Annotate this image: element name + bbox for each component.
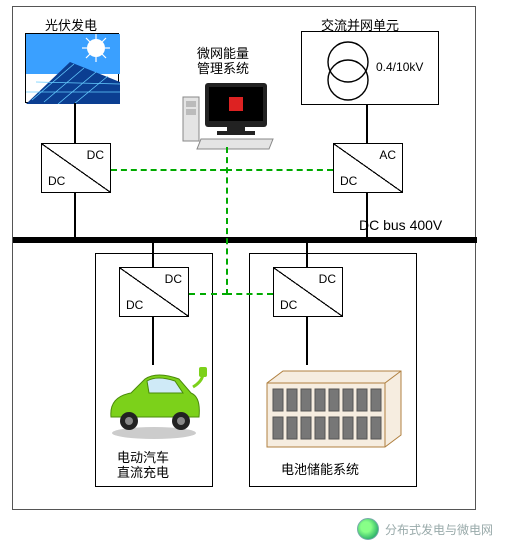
bess-title: 电池储能系统 — [281, 459, 359, 478]
grid-wire-1 — [366, 105, 368, 143]
ev-conv-out: DC — [165, 272, 182, 286]
pv-title: 光伏发电 — [45, 15, 97, 34]
dc-bus-label: DC bus 400V — [359, 217, 442, 233]
grid-wire-2 — [366, 193, 368, 237]
pv-conv-in: DC — [48, 174, 65, 188]
bess-wire-2 — [306, 317, 308, 365]
ems-title: 微网能量 管理系统 — [197, 47, 249, 77]
solar-panel-icon — [26, 34, 120, 104]
ev-title: 电动汽车 直流充电 — [117, 451, 169, 481]
grid-conv-out: AC — [379, 148, 396, 162]
bess-conv-out: DC — [319, 272, 336, 286]
grid-box: 0.4/10kV — [301, 31, 439, 105]
ev-converter: DC DC — [119, 267, 189, 317]
pv-image-box — [25, 33, 119, 103]
ev-conv-in: DC — [126, 298, 143, 312]
diagram-frame: DC bus 400V 光伏发电 DC DC 微网能量 管理系统 — [12, 6, 476, 510]
grid-conv-in: DC — [340, 174, 357, 188]
comm-bess — [226, 293, 273, 295]
grid-rating: 0.4/10kV — [376, 60, 423, 74]
bess-conv-in: DC — [280, 298, 297, 312]
comm-grid — [226, 169, 333, 171]
watermark-icon — [357, 518, 379, 540]
dc-bus — [13, 237, 477, 243]
battery-rack-icon — [259, 363, 409, 453]
bess-wire-1 — [306, 237, 308, 267]
comm-pv — [111, 169, 226, 171]
comm-ev — [189, 293, 228, 295]
pv-wire-2 — [74, 193, 76, 237]
pv-wire-1 — [74, 103, 76, 143]
watermark-text: 分布式发电与微电网 — [385, 521, 493, 538]
bess-converter: DC DC — [273, 267, 343, 317]
ev-wire-2 — [152, 317, 154, 365]
ems-computer-icon — [177, 79, 277, 155]
grid-converter: AC DC — [333, 143, 403, 193]
pv-converter: DC DC — [41, 143, 111, 193]
ev-wire-1 — [152, 237, 154, 267]
pv-conv-out: DC — [87, 148, 104, 162]
watermark: 分布式发电与微电网 — [357, 518, 493, 540]
ev-car-icon — [99, 363, 209, 443]
